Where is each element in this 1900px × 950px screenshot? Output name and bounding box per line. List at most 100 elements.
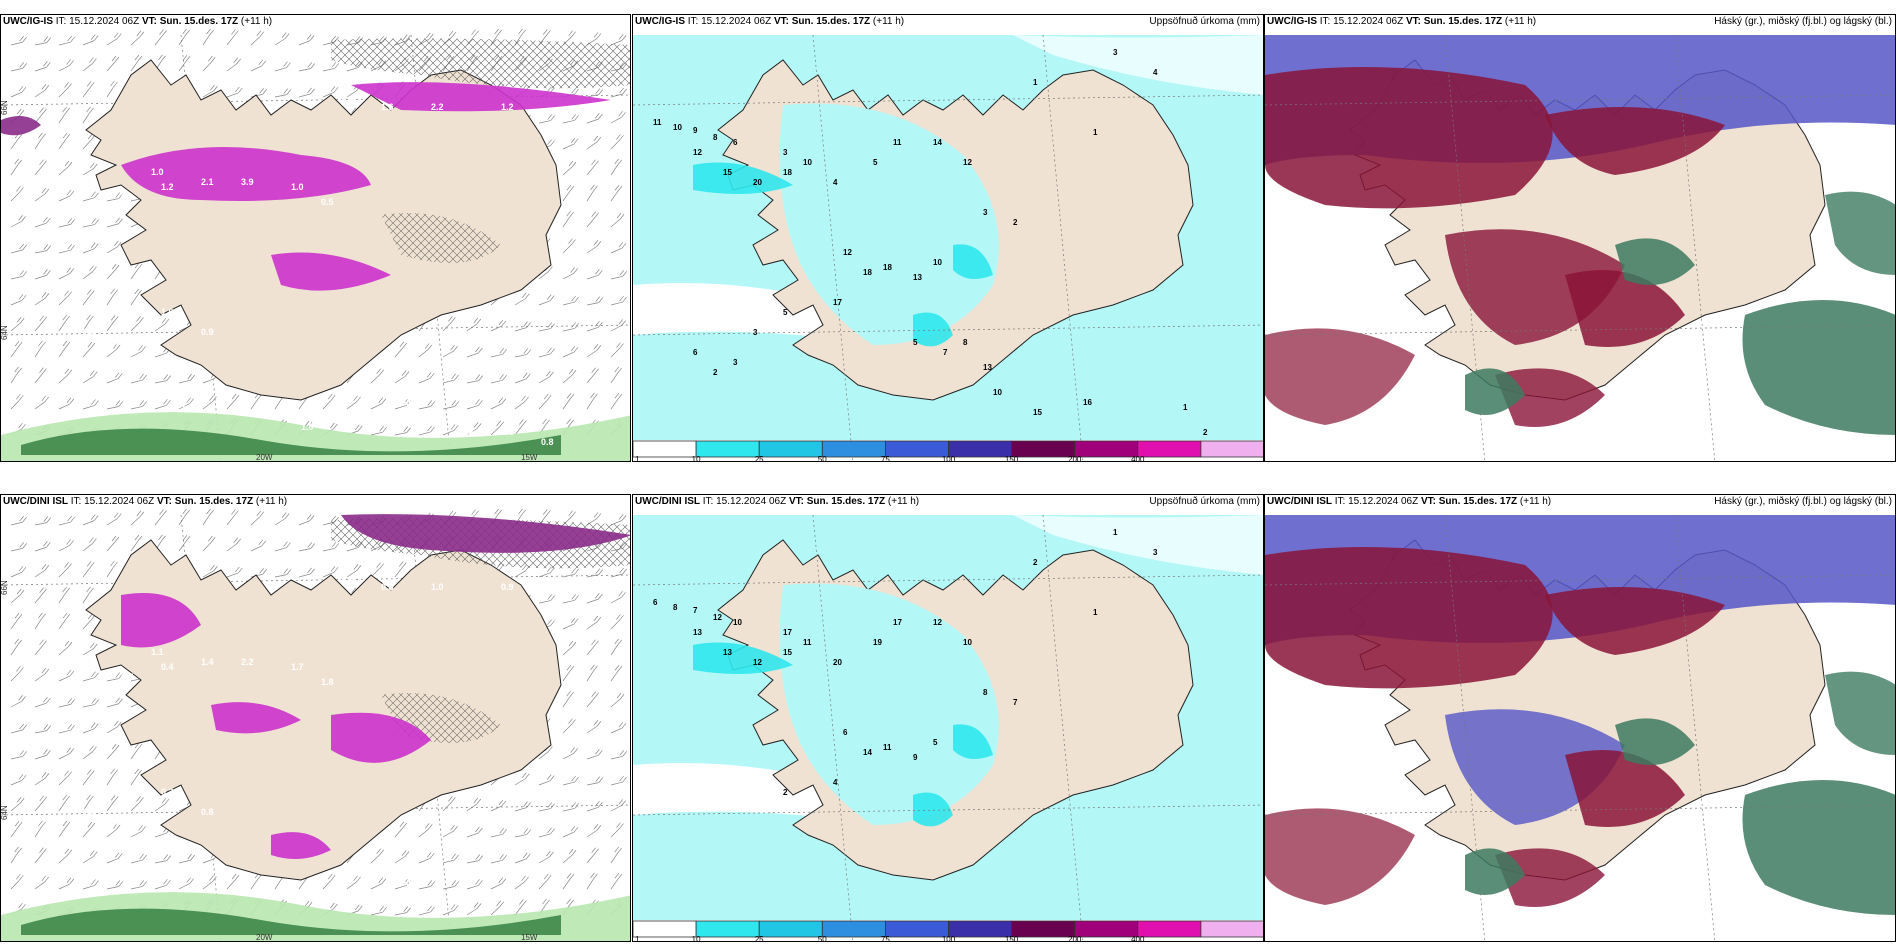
wind-barb [82, 537, 97, 552]
wind-barb [490, 348, 507, 358]
wind-barb [58, 106, 70, 124]
precip-green-dark [21, 908, 561, 935]
value-label: 5 [933, 738, 938, 747]
value-label: 2.1 [201, 177, 214, 187]
parallel-line [1265, 324, 1895, 336]
panel-title-right: Háský (gr.), miðský (fj.bl.) og lágský (… [1714, 496, 1892, 507]
wind-barb [34, 820, 46, 838]
wind-barb [610, 87, 627, 98]
wind-barb [10, 666, 24, 682]
value-label: 3.9 [241, 177, 254, 187]
wind-barb [58, 189, 75, 202]
value-label: 14 [933, 138, 942, 147]
wind-barb [34, 696, 51, 708]
value-label: 1.0 [81, 807, 94, 817]
precip-mid-area [953, 244, 993, 279]
wind-barb [586, 720, 602, 734]
wind-barb [226, 537, 241, 552]
wind-barb [586, 269, 603, 280]
wind-barb [466, 854, 484, 864]
wind-barb [562, 322, 579, 332]
wind-barb [466, 346, 483, 358]
value-label: 13 [913, 273, 922, 282]
high-cloud-area [1545, 107, 1725, 175]
longitude-label: 15W [521, 933, 538, 942]
wind-barb [106, 880, 124, 890]
value-label: 10 [993, 388, 1002, 397]
iceland-land [85, 539, 562, 881]
precip-mid-area [693, 162, 793, 194]
value-label: 8 [963, 338, 968, 347]
meridian-line [1042, 34, 1084, 461]
wind-barb [34, 107, 47, 124]
colorbar-cell [884, 920, 949, 938]
colorbar-cell [1074, 440, 1139, 458]
wind-barb [106, 263, 120, 280]
value-label: 11 [653, 118, 662, 127]
wind-barb [82, 81, 95, 98]
wind-barb [298, 567, 315, 578]
parallel-line [633, 94, 1263, 106]
value-label: 1.8 [321, 677, 334, 687]
wind-barb [58, 539, 74, 552]
wind-barb [538, 827, 555, 838]
wind-barb [298, 542, 316, 552]
wind-barb [562, 640, 577, 656]
value-label: 18 [783, 168, 792, 177]
colorbar-label: 200 [1068, 935, 1082, 942]
wind-barb [586, 801, 603, 812]
value-label: 1 [1093, 128, 1098, 137]
wind-barb [226, 57, 241, 72]
wind-barb [394, 426, 412, 436]
wind-barb [394, 850, 410, 864]
wind-barb [82, 745, 97, 760]
colorbar-cell [948, 440, 1012, 458]
panel-cloud-dini: UWC/DINI ISL IT: 15.12.2024 06Z VT: Sun.… [1264, 494, 1896, 942]
wind-barb [442, 345, 458, 358]
wind-barb [274, 61, 291, 72]
high-cloud-area [1565, 750, 1685, 827]
wind-barb [106, 743, 120, 760]
panel-header: UWC/DINI ISL IT: 15.12.2024 06Z VT: Sun.… [1267, 496, 1552, 507]
wind-barb [58, 290, 72, 306]
value-label: 1.0 [431, 582, 444, 592]
wind-barb [346, 395, 361, 410]
wind-barb [274, 88, 292, 98]
value-label: 5 [913, 338, 918, 347]
wind-barb [58, 160, 73, 176]
parallel-line [1, 574, 630, 586]
panel-header: UWC/DINI ISL IT: 15.12.2024 06Z VT: Sun.… [3, 496, 288, 507]
wind-barb [586, 691, 599, 708]
wind-barb [514, 372, 531, 384]
wind-barb [10, 85, 27, 98]
colorbar-label: 150 [1005, 455, 1019, 462]
value-label: 1.0 [151, 167, 164, 177]
wind-barb [58, 698, 75, 708]
wind-barb [202, 875, 217, 890]
wind-barb [58, 586, 70, 604]
wind-barb [58, 770, 72, 786]
value-label: 2 [1203, 428, 1208, 437]
wind-barb [586, 392, 598, 410]
wind-barb [58, 877, 75, 890]
wind-barb [562, 114, 579, 124]
low-cloud-area [1615, 238, 1695, 285]
wind-barb [34, 749, 51, 760]
wind-barb [466, 317, 482, 332]
value-label: 17 [783, 628, 792, 637]
value-label: 1 [1093, 608, 1098, 617]
wind-barb [82, 57, 97, 72]
wind-barb [130, 880, 147, 890]
wind-barb [250, 568, 267, 578]
wind-barb [202, 536, 216, 552]
value-label: 0.9 [201, 327, 214, 337]
wind-barb [226, 29, 239, 46]
wind-barb [586, 776, 604, 786]
wind-barb [562, 368, 577, 384]
value-label: 17 [893, 618, 902, 627]
wind-barb [442, 904, 459, 916]
wind-barb [178, 877, 194, 890]
wind-barb [274, 512, 290, 526]
precip-magenta-band [211, 702, 301, 734]
